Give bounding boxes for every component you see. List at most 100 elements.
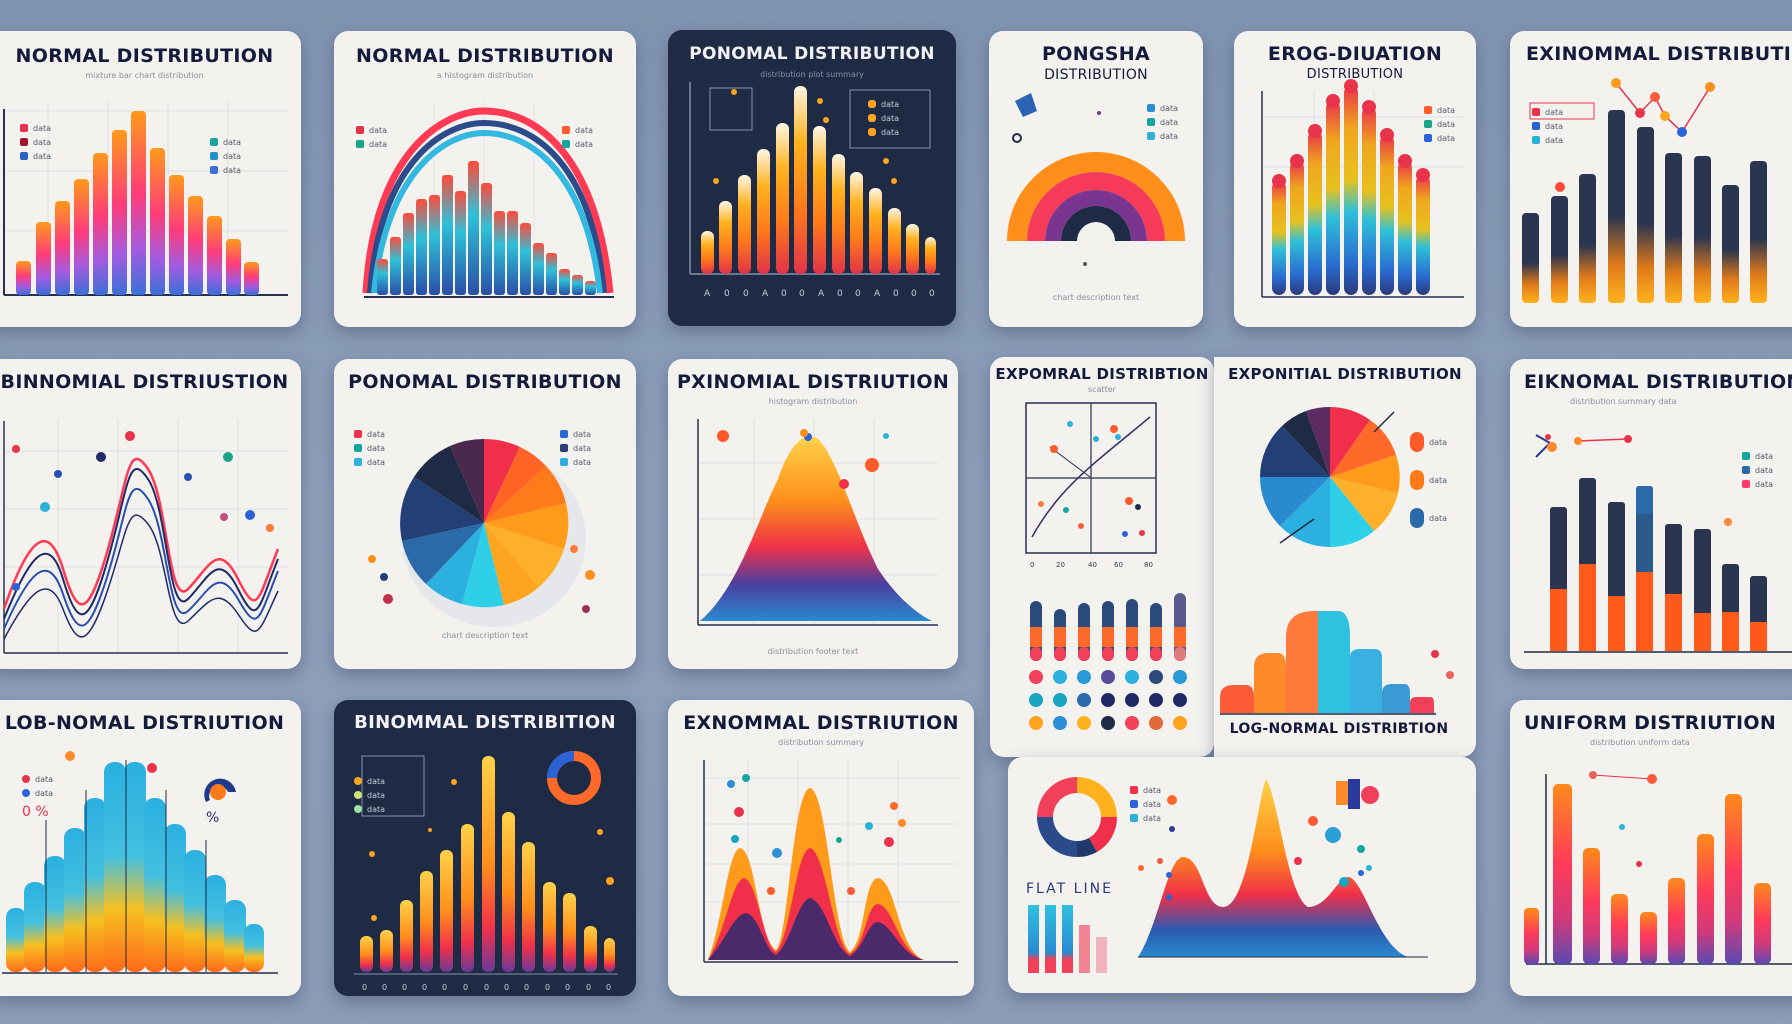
svg-text:0: 0 [855,289,861,299]
chart-card-normal-1: NORMAL DISTRIBUTION mixture bar chart di… [0,31,301,327]
card-title: EIKNOMAL DISTRIBUTION [1524,371,1792,393]
card-title-line2: DISTRIBUTION [1044,67,1148,83]
card-title: PONOMAL DISTRIBUTION [348,371,622,393]
chart-card-binnomial-lines: BINNOMIAL DISTRIUSTION [0,359,301,669]
card-subtitle: scatter [1088,385,1116,394]
svg-text:60: 60 [1114,561,1123,569]
svg-text:A: A [818,289,825,299]
chart-card-exponitial-pie: EXPONITIAL DISTRIBUTION [1214,357,1476,757]
svg-text:A: A [874,289,881,299]
percent-label-2: % [206,810,220,826]
card-caption: chart description text [441,631,529,640]
legend: data data [22,772,53,800]
chart-card-normal-2: NORMAL DISTRIBUTION a histogram distribu… [334,31,636,327]
svg-text:0: 0 [442,983,447,992]
card-title: UNIFORM DISTRIUTION [1524,712,1777,734]
card-title: BINOMMAL DISTRIBITION [354,712,616,733]
chart-card-pongsha: PONGSHA DISTRIBUTION data data data char… [989,31,1203,327]
svg-text:0: 0 [781,289,787,299]
svg-text:80: 80 [1144,561,1153,569]
svg-text:0: 0 [893,289,899,299]
legend-left: data data [356,123,387,151]
svg-text:0: 0 [362,983,367,992]
legend: data data data [1424,103,1455,145]
card-subtitle: distribution plot summary [760,70,864,79]
svg-text:0: 0 [504,983,509,992]
pie-chart [1220,406,1454,715]
chart-card-ponomal-dark: PONOMAL DISTRIBUTION distribution plot s… [668,30,956,326]
card-title: NORMAL DISTRIBUTION [15,45,274,67]
flat-line-label: FLAT LINE [1026,881,1113,897]
legend-right: data data data [560,427,591,469]
svg-text:0: 0 [484,983,489,992]
svg-text:A: A [704,289,711,299]
svg-text:20: 20 [1056,561,1065,569]
svg-text:0: 0 [382,983,387,992]
svg-text:0: 0 [463,983,468,992]
svg-text:0: 0 [743,289,749,299]
card-title: EXPONITIAL DISTRIBUTION [1228,365,1462,383]
legend: data data data [1410,423,1447,537]
card-title: PONOMAL DISTRIBUTION [689,44,935,64]
legend-left: data data data [20,121,51,163]
card-subtitle: mixture bar chart distribution [85,71,204,80]
area-chart [703,760,958,963]
svg-text:0: 0 [545,983,550,992]
chart-card-exnommal-area: EXNOMMAL DISTRIUTION distribution summar… [668,700,974,996]
svg-text:0: 0 [1030,561,1034,569]
bottom-title: LOG-NORMAL DISTRIBTION [1229,721,1449,737]
legend: data data data [354,774,385,816]
legend: data data data [1147,101,1178,143]
area-chart [697,419,938,626]
card-title: PXINOMIAL DISTRIUTION [676,371,950,393]
chart-card-flat-line: FLAT LINE data data data [1008,757,1476,993]
chart-card-ponomal-pie: PONOMAL DISTRIBUTION data data data data… [334,359,636,669]
card-subtitle: histogram distribution [768,397,858,406]
pie-chart [368,438,595,627]
chart-card-expomral-scatter: EXPOMRAL DISTRIBTION scatter 0 20 40 60 80 [990,357,1214,757]
bar-chart [3,101,288,296]
svg-text:A: A [762,289,769,299]
legend: data data data [868,97,899,139]
card-subtitle: a histogram distribution [436,71,534,80]
stacked-bar-chart [1524,434,1792,653]
chart-card-uniform: UNIFORM DISTRIUTION distribution uniform… [1510,700,1792,996]
card-title: EXINOMMAL DISTRIBUTION [1526,43,1792,65]
card-caption: distribution footer text [767,647,859,656]
chart-card-binommal-dark: BINOMMAL DISTRIBITION 0 0 0 0 0 0 0 0 0 0 0 0 0 [334,700,636,996]
svg-text:40: 40 [1088,561,1097,569]
svg-text:0: 0 [422,983,427,992]
card-caption: chart description text [1052,293,1140,302]
chart-card-pxinomial-area: PXINOMIAL DISTRIUTION histogram distribu… [668,359,958,669]
svg-text:0: 0 [837,289,843,299]
donut-and-area-chart [1028,777,1428,973]
chart-card-exinommal: EXINOMMAL DISTRIBUTION data data data [1510,31,1792,327]
card-subtitle: distribution uniform data [1590,738,1690,747]
card-title: NORMAL DISTRIBUTION [356,45,614,67]
svg-text:0: 0 [911,289,917,299]
svg-text:0: 0 [565,983,570,992]
legend: data data data [1532,105,1563,147]
legend: data data data [1130,783,1161,825]
legend: data data data [1742,449,1773,491]
card-title: EXPOMRAL DISTRIBTION [995,365,1209,383]
chart-card-lob-nomal: LOB-NOMAL DISTRIUTION data data 0 % [0,700,301,996]
card-title: BINNOMIAL DISTRIUSTION [0,371,289,393]
card-title: EXNOMMAL DISTRIUTION [683,712,959,734]
svg-text:0: 0 [606,983,611,992]
scatter-chart: 0 20 40 60 80 [1025,402,1187,730]
semi-circle-rainbow-chart [1007,93,1185,266]
legend-left: data data data [354,427,385,469]
bar-chart [1522,78,1767,303]
card-title-line2: DISTRIBUTION [1306,67,1404,82]
svg-text:0: 0 [929,289,935,299]
svg-text:0: 0 [799,289,805,299]
svg-text:0: 0 [724,289,730,299]
card-subtitle: distribution summary [778,738,864,747]
stacked-dot-column-chart [1261,79,1464,298]
legend-right: data data [562,123,593,151]
bar-chart: 0 0 0 0 0 0 0 0 0 0 0 0 0 [354,751,618,992]
bar-chart: A 0 0 A 0 0 A 0 0 A 0 0 0 [689,82,940,299]
percent-label: 0 % [22,804,49,820]
legend-right: data data data [210,135,241,177]
